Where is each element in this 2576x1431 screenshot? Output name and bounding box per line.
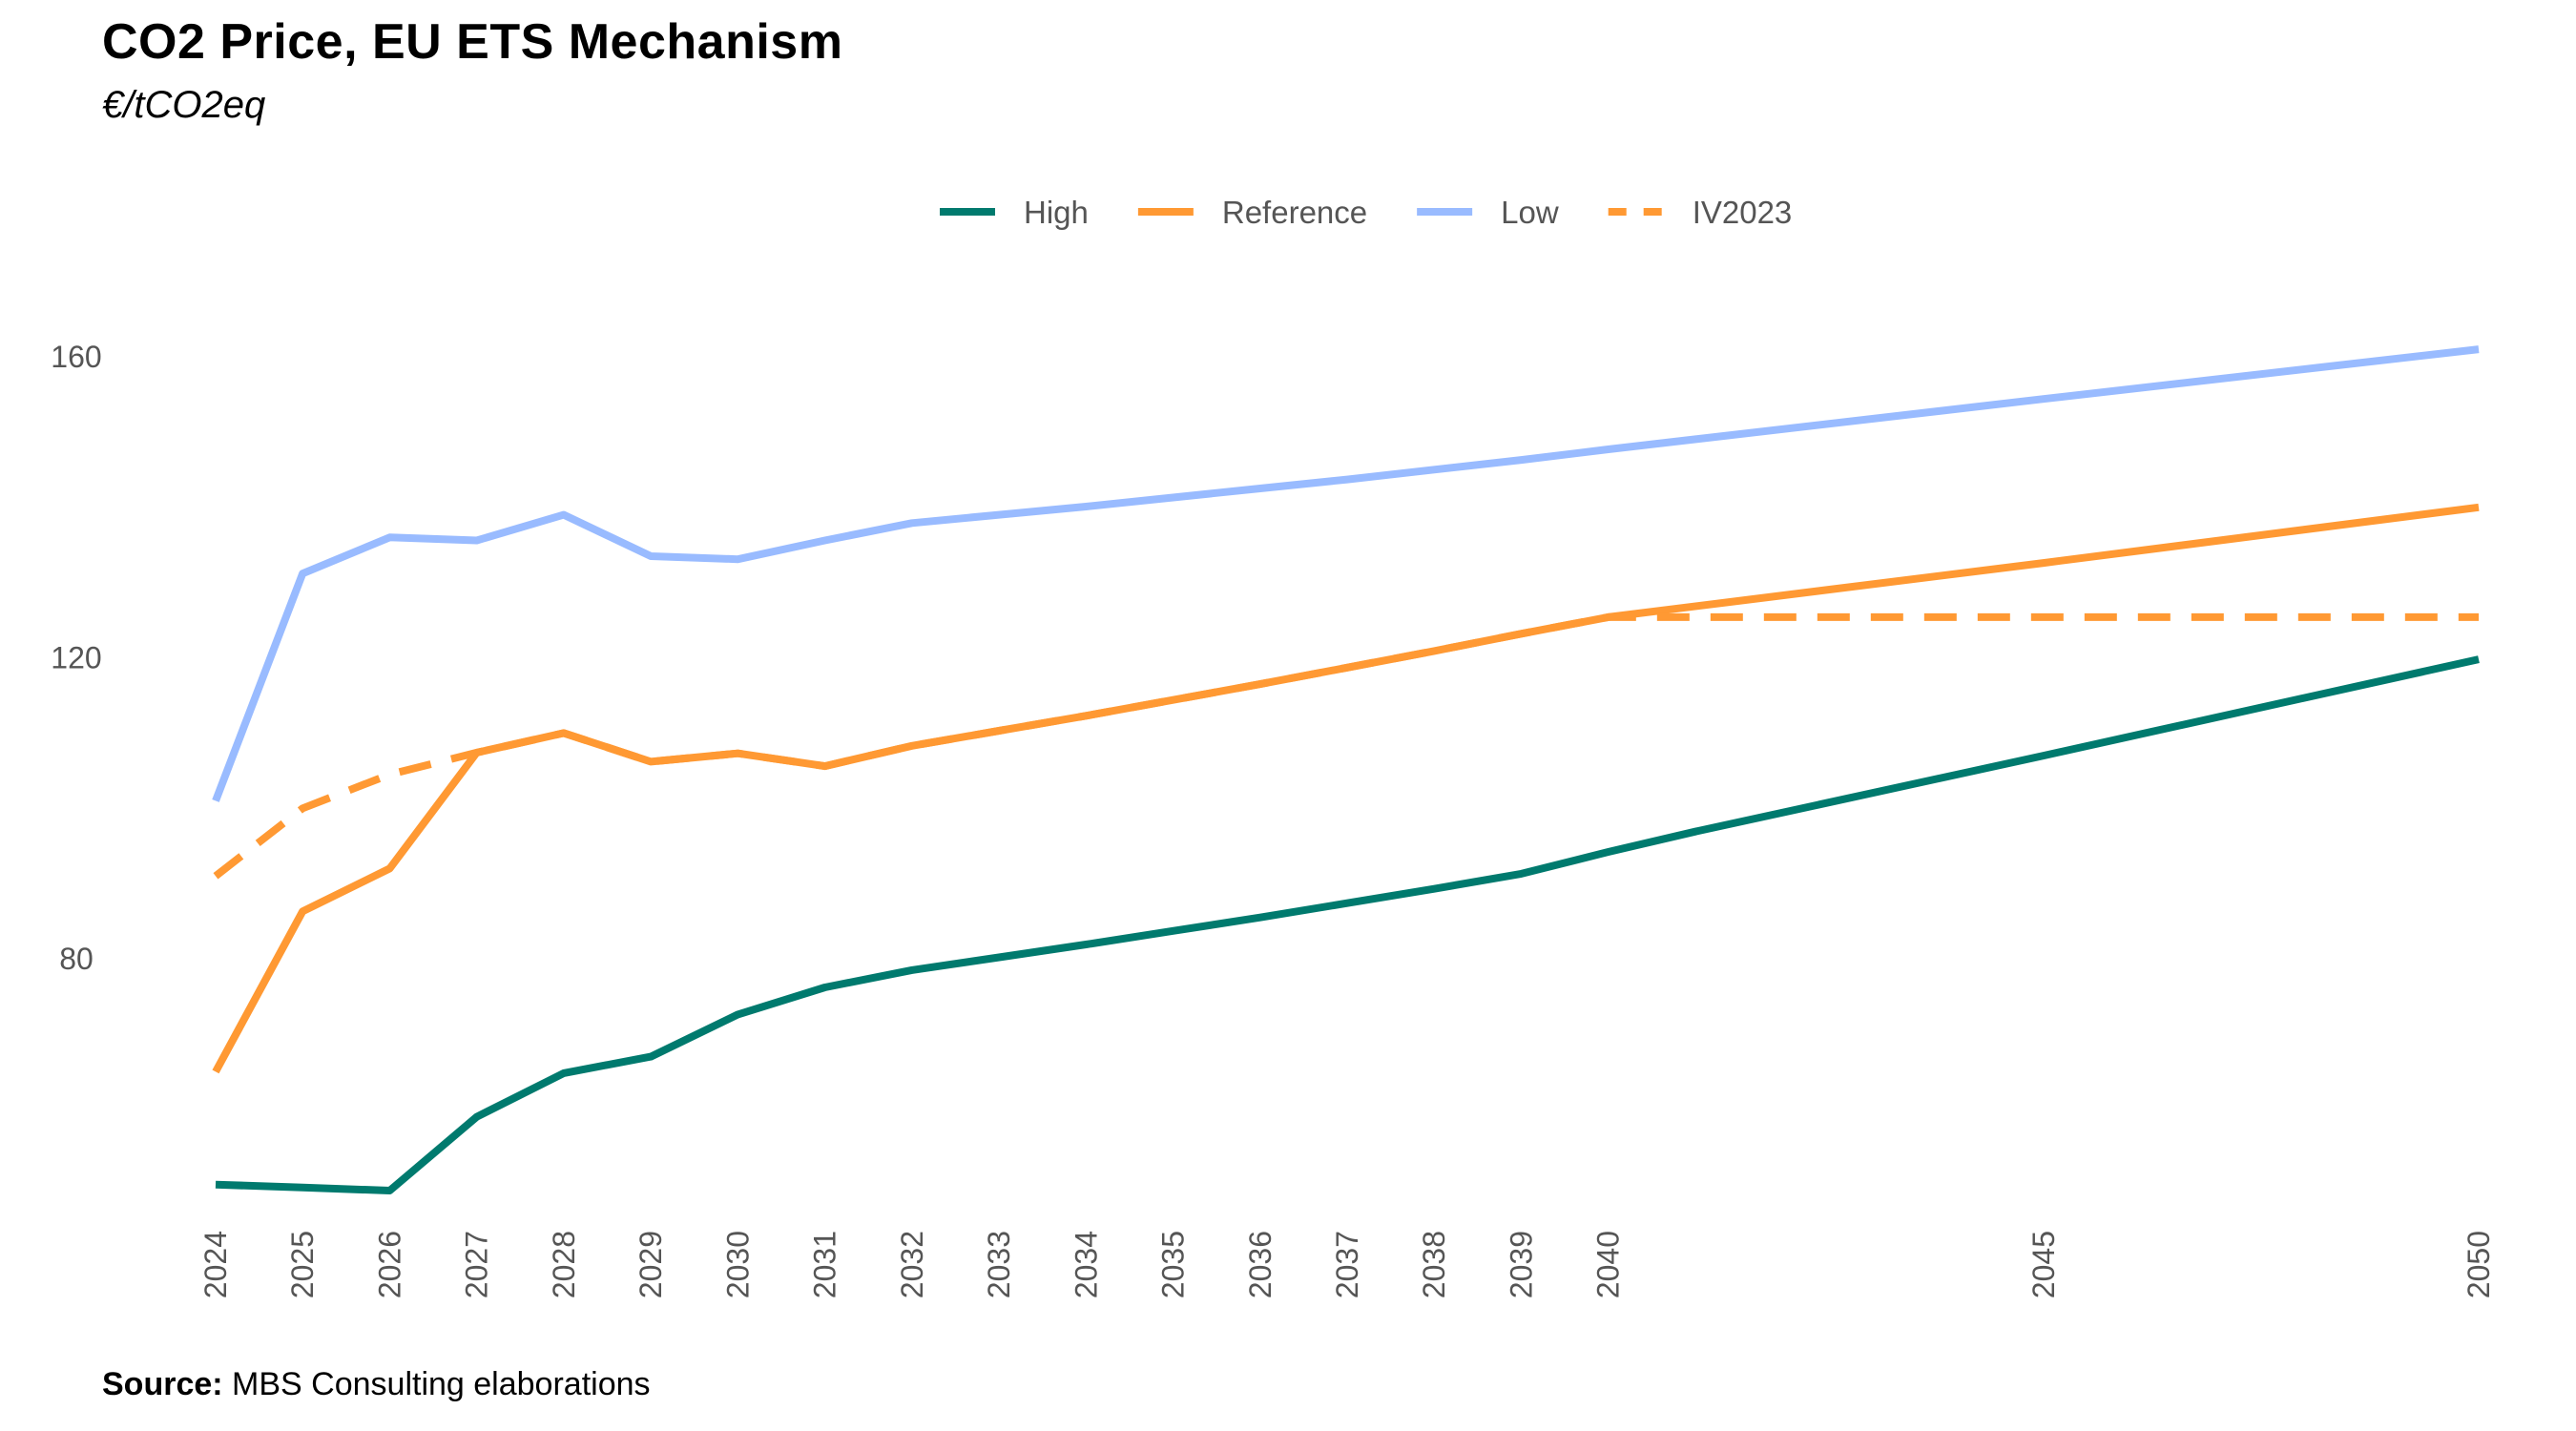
series-line-low — [212, 345, 2480, 802]
series-line-iv2023 — [213, 612, 2479, 880]
x-tick-label-2037: 2037 — [1330, 1231, 1364, 1298]
source-text: MBS Consulting elaborations — [232, 1366, 651, 1402]
x-tick-label-2045: 2045 — [2026, 1231, 2061, 1298]
x-tick-label-2024: 2024 — [198, 1231, 233, 1298]
legend-label-reference: Reference — [1222, 195, 1367, 230]
x-tick-label-2039: 2039 — [1504, 1231, 1538, 1298]
x-tick-label-2032: 2032 — [895, 1231, 929, 1298]
y-tick-label-120: 120 — [51, 641, 101, 675]
source-label: Source: — [102, 1366, 223, 1402]
x-tick-label-2035: 2035 — [1156, 1231, 1191, 1298]
chart-title: CO2 Price, EU ETS Mechanism — [102, 14, 843, 70]
x-tick-label-2029: 2029 — [634, 1231, 668, 1298]
x-tick-label-2028: 2028 — [547, 1231, 581, 1298]
y-tick-label-80: 80 — [59, 942, 93, 976]
x-tick-label-2033: 2033 — [982, 1231, 1016, 1298]
y-tick-label-160: 160 — [51, 340, 101, 374]
chart-legend: High Reference Low IV2023 — [940, 195, 1792, 230]
x-tick-label-2038: 2038 — [1417, 1231, 1451, 1298]
series-line-high — [215, 655, 2480, 1194]
x-tick-label-2027: 2027 — [460, 1231, 494, 1298]
x-tick-label-2050: 2050 — [2462, 1231, 2496, 1298]
legend-label-iv2023: IV2023 — [1693, 195, 1793, 230]
y-axis: 80 120 160 — [51, 340, 101, 976]
x-axis: 2024 2025 2026 2027 2028 2029 2030 2031 2032 2033… — [198, 1231, 2496, 1298]
x-tick-label-2030: 2030 — [720, 1231, 755, 1298]
x-tick-label-2034: 2034 — [1069, 1231, 1103, 1298]
chart-subtitle: €/tCO2eq — [102, 84, 266, 126]
legend-label-high: High — [1024, 195, 1089, 230]
x-tick-label-2026: 2026 — [372, 1231, 406, 1298]
x-tick-label-2031: 2031 — [808, 1231, 842, 1298]
series-line-reference — [212, 503, 2480, 1074]
x-tick-label-2040: 2040 — [1591, 1231, 1626, 1298]
plot-area — [212, 345, 2480, 1194]
legend-label-low: Low — [1501, 195, 1559, 230]
x-tick-label-2025: 2025 — [285, 1231, 320, 1298]
x-tick-label-2036: 2036 — [1243, 1231, 1278, 1298]
source-note: Source: MBS Consulting elaborations — [102, 1366, 651, 1403]
